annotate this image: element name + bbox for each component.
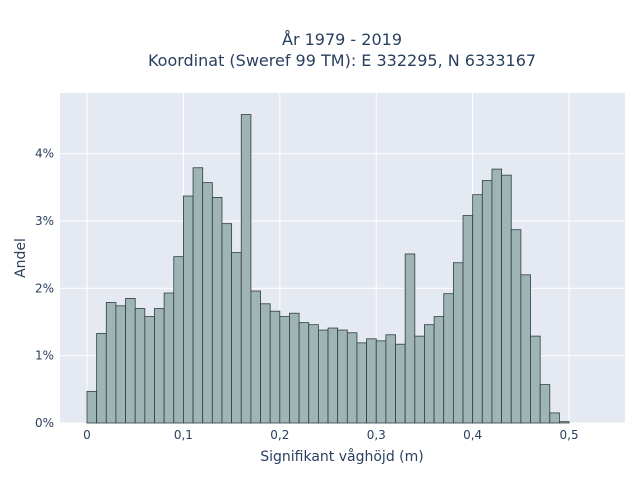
histogram-bar [134, 308, 146, 424]
histogram-bar [250, 290, 261, 424]
x-axis-ticks: 0 0,1 0,2 0,3 0,4 0,5 [83, 428, 578, 442]
histogram-bar [491, 168, 502, 424]
histogram-bar [115, 305, 126, 424]
histogram-bar [443, 293, 454, 424]
histogram-bar [539, 384, 551, 424]
histogram-bar [269, 310, 281, 424]
histogram-bar [520, 274, 531, 424]
histogram-bar [549, 412, 560, 424]
x-tick-label: 0,5 [560, 428, 579, 442]
histogram-bar [424, 324, 435, 424]
x-tick-label: 0 [83, 428, 91, 442]
y-axis-title: Andel [13, 238, 29, 278]
histogram-bar [211, 196, 223, 424]
histogram-bar [125, 298, 136, 424]
histogram-bar [105, 302, 117, 424]
x-tick-label: 0,1 [174, 428, 193, 442]
x-axis-title: Signifikant våghöjd (m) [260, 448, 423, 465]
histogram-bar [452, 262, 464, 424]
histogram-bar [346, 332, 358, 424]
histogram-bar [144, 316, 155, 424]
histogram-bar [86, 390, 98, 424]
histogram-bar [289, 312, 300, 424]
histogram-bar [404, 253, 416, 424]
histogram-bar [192, 167, 204, 424]
histogram-bar [327, 327, 339, 424]
histogram-bar [481, 180, 493, 424]
histogram-bar [366, 338, 377, 424]
histogram-bar [96, 333, 107, 424]
histogram-bar [154, 308, 165, 424]
histogram-bar [501, 174, 512, 424]
histogram-bar [240, 114, 252, 424]
y-axis-ticks: 0% 1% 2% 3% 4% [35, 147, 54, 430]
histogram-bar [183, 195, 194, 424]
histogram-bar [375, 340, 387, 424]
histogram-bar [221, 223, 233, 424]
x-tick-label: 0,4 [463, 428, 482, 442]
y-tick-label: 3% [35, 214, 54, 228]
chart-title-line-1: År 1979 - 2019 [282, 30, 402, 49]
histogram-bar [279, 316, 290, 424]
histogram-bar [231, 252, 242, 424]
histogram-bar [385, 334, 396, 424]
histogram-bar [202, 182, 213, 424]
chart-title-line-2: Koordinat (Sweref 99 TM): E 332295, N 63… [148, 51, 536, 70]
histogram-bar [260, 303, 271, 424]
y-tick-label: 0% [35, 416, 54, 430]
histogram-bar [414, 335, 425, 424]
histogram-bar [337, 329, 348, 424]
y-tick-label: 2% [35, 281, 54, 295]
histogram-bar [173, 256, 184, 424]
histogram-bar [559, 421, 570, 424]
y-tick-label: 4% [35, 147, 54, 161]
histogram-bar [317, 329, 329, 424]
bars [86, 114, 570, 424]
histogram-bar [395, 343, 406, 424]
histogram-bar [433, 316, 445, 424]
x-tick-label: 0,3 [367, 428, 386, 442]
histogram-bar [356, 342, 368, 424]
histogram-bar [163, 292, 175, 424]
histogram-bar [510, 229, 522, 424]
histogram-bar [530, 335, 541, 424]
y-tick-label: 1% [35, 349, 54, 363]
histogram-bar [308, 324, 319, 424]
histogram-bar [298, 322, 310, 424]
histogram-bar [462, 215, 474, 424]
histogram-bar [472, 194, 483, 424]
x-tick-label: 0,2 [270, 428, 289, 442]
